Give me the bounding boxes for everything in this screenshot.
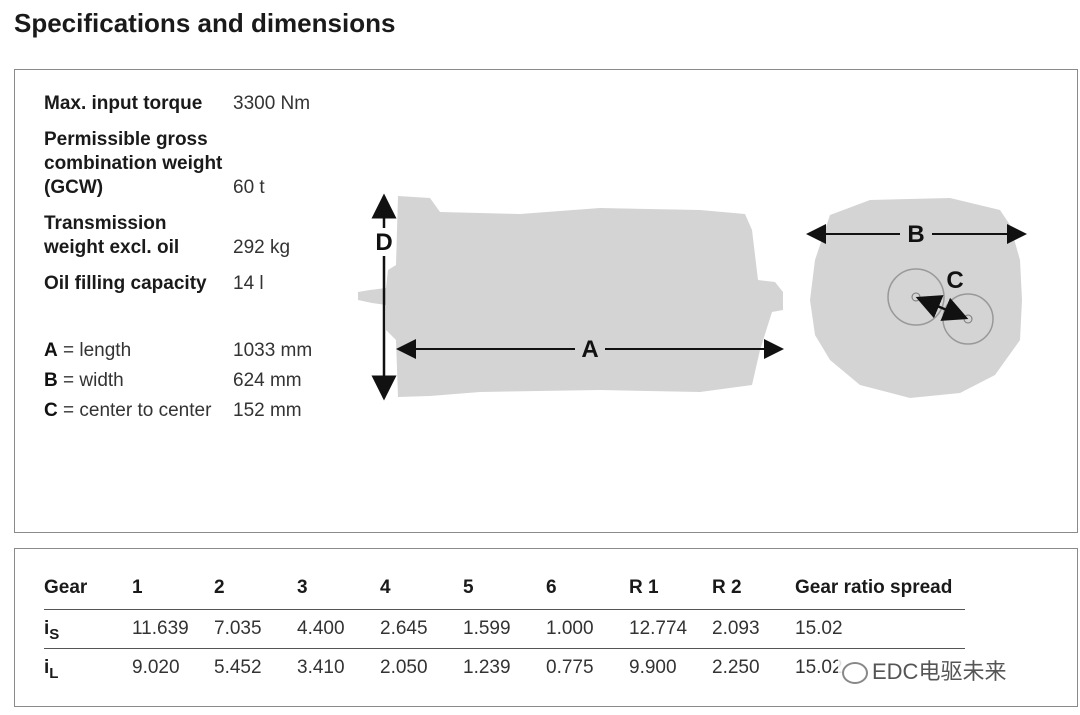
table-header: R 1 <box>629 577 659 598</box>
dimension-letter: A <box>44 340 58 361</box>
row-symbol: iL <box>44 656 58 686</box>
dimension-letter: C <box>44 400 58 421</box>
table-header: 1 <box>132 577 143 598</box>
table-cell: 2.050 <box>380 657 428 678</box>
table-cell: 2.093 <box>712 618 760 639</box>
table-header: 6 <box>546 577 557 598</box>
dimension-letter: B <box>44 370 58 391</box>
spec-label: Max. input torque <box>44 93 203 114</box>
side-view <box>358 196 783 397</box>
table-cell: 15.02 <box>795 657 843 678</box>
spec-value: 3300 Nm <box>233 93 311 114</box>
dimension-label: = width <box>57 370 124 391</box>
table-cell: 9.020 <box>132 657 180 678</box>
spec-label: combination weight <box>44 153 223 174</box>
dimension-row: C = center to center <box>44 399 211 423</box>
spec-label: Oil filling capacity <box>44 273 207 294</box>
watermark-text: EDC电驱未来 <box>872 659 1007 684</box>
table-cell: 15.02 <box>795 618 843 639</box>
title: Specifications and dimensions <box>14 8 396 38</box>
table-cell: 1.000 <box>546 618 594 639</box>
spec-value: 14 l <box>233 273 264 294</box>
table-cell: 9.900 <box>629 657 677 678</box>
label-c: C <box>946 267 963 294</box>
subscript: L <box>49 664 59 682</box>
table-header: 3 <box>297 577 308 598</box>
dimension-value: 1033 mm <box>233 340 313 361</box>
spec-label: Permissible gross <box>44 129 208 150</box>
table-rule <box>44 648 965 649</box>
table-header: 2 <box>214 577 225 598</box>
row-symbol: iS <box>44 617 59 647</box>
table-header: R 2 <box>712 577 742 598</box>
spec-label: (GCW) <box>44 177 104 198</box>
dimension-row: A = length <box>44 339 131 363</box>
label-b: B <box>907 221 924 248</box>
table-header: Gear <box>44 577 88 598</box>
subscript: S <box>49 625 60 643</box>
dimension-value: 624 mm <box>233 370 302 391</box>
table-cell: 5.452 <box>214 657 262 678</box>
watermark: EDC电驱未来 <box>838 654 1011 686</box>
symbol: i <box>44 657 50 678</box>
table-cell: 1.239 <box>463 657 511 678</box>
spec-value: 292 kg <box>233 237 291 258</box>
table-cell: 7.035 <box>214 618 262 639</box>
table-cell: 12.774 <box>629 618 688 639</box>
table-cell: 3.410 <box>297 657 345 678</box>
dimension-label: = center to center <box>57 400 212 421</box>
table-header: Gear ratio spread <box>795 577 953 598</box>
spec-value: 60 t <box>233 177 265 198</box>
watermark-icon <box>842 662 868 685</box>
dimension-label: = length <box>57 340 132 361</box>
table-cell: 0.775 <box>546 657 594 678</box>
label-a: A <box>581 336 598 363</box>
table-cell: 2.645 <box>380 618 428 639</box>
spec-box <box>14 69 1078 533</box>
spec-label: weight excl. oil <box>44 237 180 258</box>
table-header: 5 <box>463 577 474 598</box>
dimension-row: B = width <box>44 369 124 393</box>
symbol: i <box>44 618 50 639</box>
spec-label: Transmission <box>44 213 167 234</box>
table-rule <box>44 609 965 610</box>
dimension-value: 152 mm <box>233 400 302 421</box>
label-d: D <box>375 229 392 256</box>
table-cell: 1.599 <box>463 618 511 639</box>
table-cell: 11.639 <box>132 618 189 639</box>
table-box <box>14 548 1078 707</box>
table-cell: 4.400 <box>297 618 345 639</box>
table-header: 4 <box>380 577 391 598</box>
table-cell: 2.250 <box>712 657 760 678</box>
